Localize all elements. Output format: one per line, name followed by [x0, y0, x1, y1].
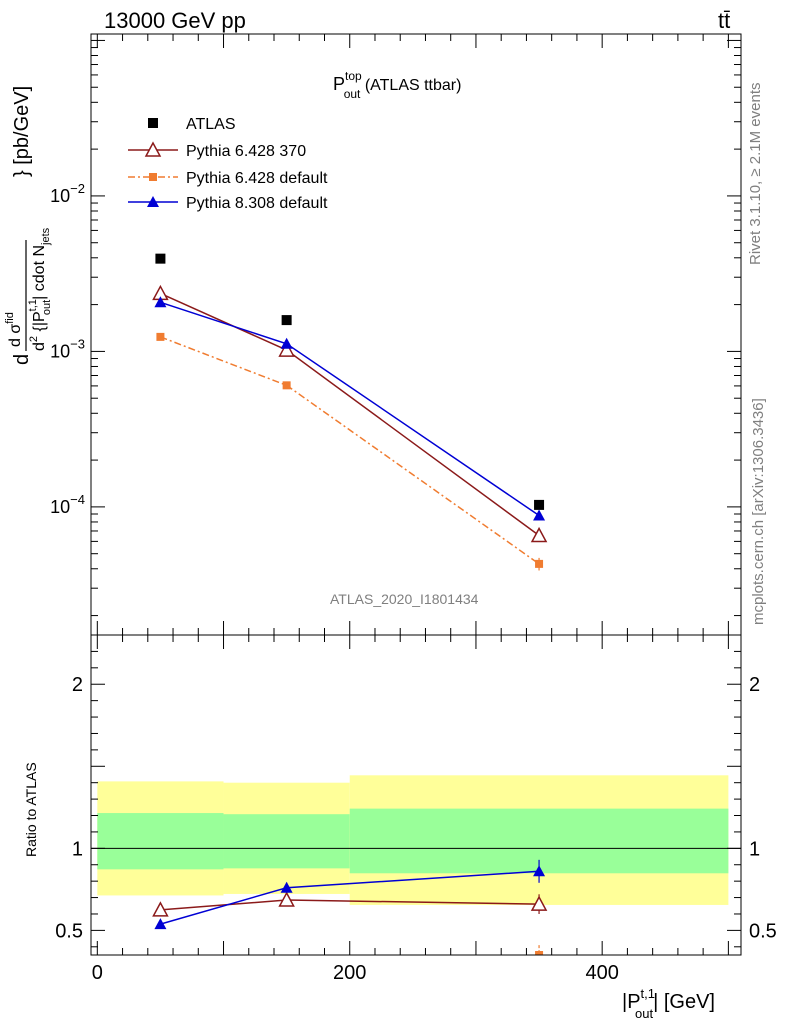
ratio-xtick-label: 400 — [585, 962, 618, 984]
main-point-3-1 — [280, 337, 293, 349]
main-point-0-2 — [534, 499, 545, 510]
svg-text:d: d — [11, 354, 33, 365]
ratio-ytick-label: 0.5 — [55, 920, 83, 942]
main-point-3-0 — [154, 296, 167, 308]
main-ytick-label: 10−3 — [50, 336, 85, 361]
ratio-ytick-label-right: 1 — [749, 838, 760, 860]
main-point-1-2 — [530, 526, 548, 543]
plot-title: Ptop out (ATLAS ttbar) — [333, 69, 461, 101]
ratio-frame — [90, 634, 742, 956]
ratio-panel: 0.5 0.5 1 1 2 2 0 200 400 Ratio to ATLAS |Pt,1 ou… — [23, 634, 777, 1021]
legend: ATLAS Pythia 6.428 370 Pythia 6.428 defa… — [128, 116, 328, 212]
ratio-ylabel: Ratio to ATLAS — [23, 762, 39, 857]
ratio-ytick-label-right: 0.5 — [749, 920, 777, 942]
legend-entry-pythia6-default: Pythia 6.428 default — [128, 170, 328, 187]
ratio-point-2-2 — [533, 865, 546, 877]
ratio-point-2-1 — [280, 881, 293, 893]
main-series-line-1 — [160, 292, 540, 537]
main-point-2-2 — [535, 559, 544, 568]
main-point-3-2 — [533, 509, 546, 521]
ratio-point-0-2 — [530, 895, 548, 911]
ratio-xtick-label: 200 — [333, 962, 366, 984]
header-process: tt̄ — [718, 8, 730, 33]
legend-entry-pythia6-370: Pythia 6.428 370 — [128, 141, 306, 160]
ratio-point-2-0 — [154, 918, 167, 930]
main-series-line-2 — [160, 336, 540, 565]
main-point-2-0 — [156, 332, 165, 341]
analysis-watermark: ATLAS_2020_I1801434 — [330, 591, 479, 607]
ratio-ytick-label: 2 — [72, 674, 83, 696]
ratio-series — [152, 859, 548, 967]
ratio-point-0-0 — [152, 901, 169, 917]
main-point-0-1 — [281, 315, 292, 326]
main-series-line-3 — [160, 301, 540, 517]
svg-text:} [pb/GeV]: } [pb/GeV] — [11, 86, 33, 177]
ratio-plot-area — [91, 775, 741, 967]
ratio-point-1-0 — [156, 957, 164, 965]
legend-entry-pythia8-default: Pythia 8.308 default — [128, 195, 328, 212]
legend-entry-atlas: ATLAS — [148, 116, 236, 133]
ratio-band-green-0 — [97, 813, 224, 870]
legend-label-atlas: ATLAS — [186, 116, 236, 133]
main-point-1-1 — [278, 341, 295, 357]
main-ytick-label: 10−4 — [50, 492, 85, 517]
ratio-band-green-1 — [223, 814, 350, 869]
main-point-2-1 — [282, 381, 291, 390]
ratio-point-1-1 — [283, 959, 291, 967]
main-ylabel: d d σfid d2 {|Pt,1 out| cdot Njets } [pb/… — [4, 86, 53, 365]
ratio-ytick-label-right: 2 — [749, 674, 760, 696]
main-point-0-0 — [155, 253, 166, 264]
ratio-xtick-label: 0 — [92, 962, 103, 984]
ratio-axis-ticks: 0.5 0.5 1 1 2 2 0 200 400 — [55, 634, 777, 984]
main-plot-area — [152, 253, 548, 571]
mcplots-label: mcplots.cern.ch [arXiv:1306.3436] — [750, 398, 767, 625]
main-panel: 10−2 10−3 10−4 Ptop out (ATLAS ttbar) ATLAS… — [4, 33, 742, 636]
legend-label-pythia8-default: Pythia 8.308 default — [186, 195, 328, 212]
legend-label-pythia6-370: Pythia 6.428 370 — [186, 143, 306, 160]
legend-label-pythia6-default: Pythia 6.428 default — [186, 170, 328, 187]
ratio-point-0-1 — [278, 891, 295, 907]
main-axis-ticks: 10−2 10−3 10−4 — [50, 34, 741, 635]
ratio-xlabel: |Pt,1 out| [GeV] — [622, 986, 715, 1021]
main-ytick-label: 10−2 — [50, 181, 85, 206]
rivet-label: Rivet 3.1.10, ≥ 2.1M events — [747, 83, 764, 266]
header-collision: 13000 GeV pp — [104, 8, 246, 33]
svg-text:d σfid: d σfid — [4, 312, 24, 347]
ratio-point-1-2 — [535, 951, 544, 955]
ratio-ytick-label: 1 — [72, 838, 83, 860]
